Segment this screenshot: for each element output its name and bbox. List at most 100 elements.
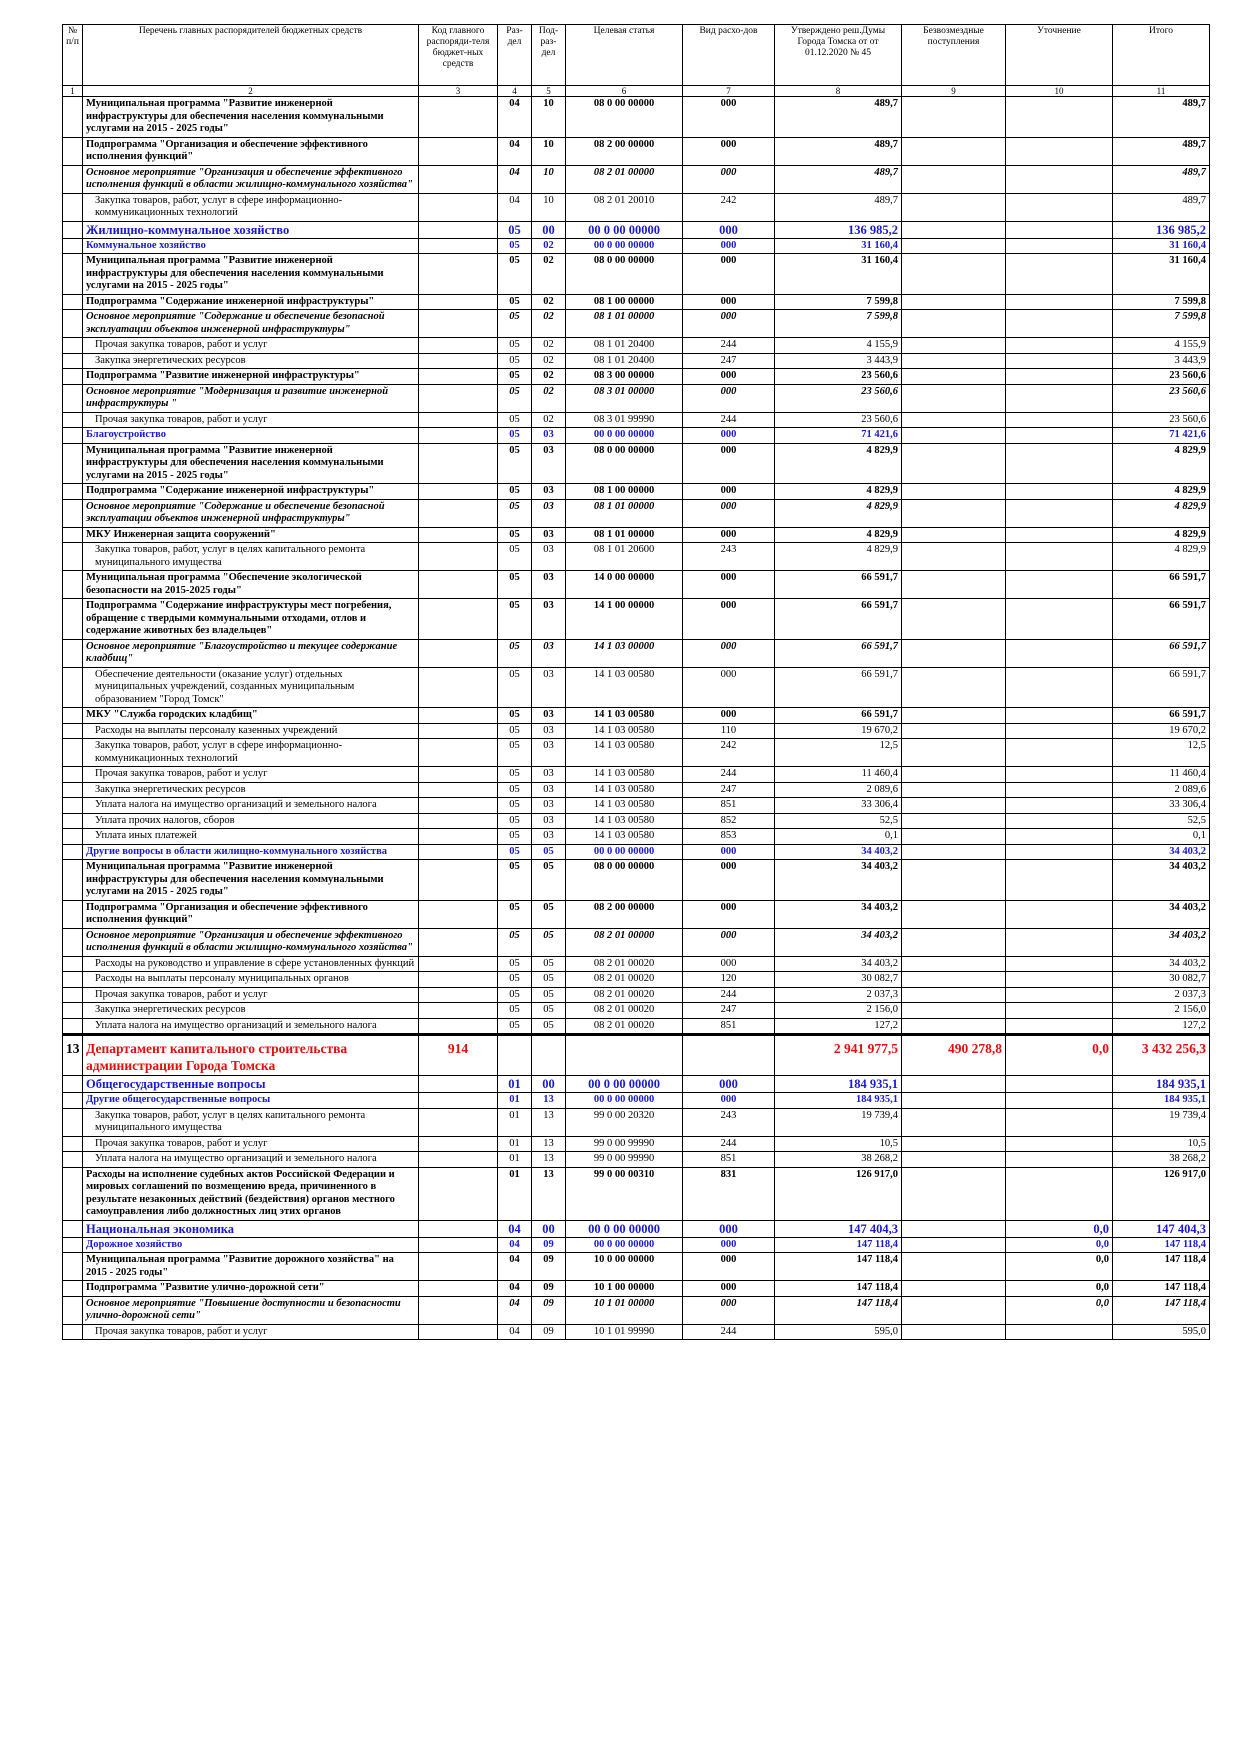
table-row: Подпрограмма "Организация и обеспечение … [62, 899, 1210, 929]
cell [1005, 164, 1113, 194]
cell: 34 403,2 [774, 955, 902, 972]
table-body: Муниципальная программа "Развитие инжене… [62, 96, 1210, 1340]
cell [901, 570, 1006, 599]
cell: 04 [497, 1219, 532, 1238]
cell: 08 1 01 20400 [565, 337, 683, 354]
header-cell: Безвозмездные поступления [901, 24, 1006, 86]
cell [1005, 859, 1113, 901]
cell: 02 [531, 411, 566, 428]
cell [62, 411, 83, 428]
cell [901, 1166, 1006, 1221]
cell: 00 [531, 1219, 566, 1238]
cell [418, 1107, 498, 1137]
cell [901, 368, 1006, 385]
cell [418, 411, 498, 428]
cell [62, 442, 83, 484]
cell: Основное мероприятие "Благоустройство и … [82, 638, 419, 668]
cell: 00 0 00 00000 [565, 1075, 683, 1093]
cell: 03 [531, 570, 566, 599]
cell [62, 309, 83, 338]
cell: Другие общегосударственные вопросы [82, 1092, 419, 1109]
cell: 3 443,9 [1112, 352, 1210, 369]
cell: 000 [682, 598, 775, 640]
cell: 71 421,6 [1112, 427, 1210, 444]
cell: Прочая закупка товаров, работ и услуг [82, 986, 419, 1003]
cell: 04 [497, 96, 532, 138]
cell [901, 638, 1006, 668]
cell: 34 403,2 [774, 927, 902, 957]
cell: 147 118,4 [774, 1280, 902, 1297]
cell [418, 164, 498, 194]
cell [418, 707, 498, 724]
column-number-row: 1 2 3 4 5 6 7 8 9 10 11 [62, 85, 1210, 97]
cell: 05 [497, 812, 532, 829]
cell: 14 1 03 00580 [565, 707, 683, 724]
cell: 23 560,6 [1112, 368, 1210, 385]
cell: 2 941 977,5 [774, 1033, 902, 1076]
cell: 000 [682, 1236, 775, 1253]
table-row: Уплата иных платежей 05 03 14 1 03 00580 853… [62, 828, 1210, 845]
cell: Расходы на выплаты персоналу казенных уч… [82, 722, 419, 739]
cell: 03 [531, 526, 566, 543]
cell [1005, 483, 1113, 500]
cell [901, 192, 1006, 222]
cell: 4 829,9 [774, 442, 902, 484]
cell: 000 [682, 707, 775, 724]
cell: 05 [497, 598, 532, 640]
cell [901, 1295, 1006, 1325]
cell [418, 899, 498, 929]
cell: 23 560,6 [774, 383, 902, 413]
cell [1005, 1151, 1113, 1168]
cell: Уплата прочих налогов, сборов [82, 812, 419, 829]
cell [1005, 766, 1113, 783]
cell [1005, 971, 1113, 988]
cell: Основное мероприятие "Организация и обес… [82, 927, 419, 957]
cell: 10 [531, 136, 566, 166]
cell [418, 96, 498, 138]
table-row: Расходы на руководство и управление в сф… [62, 955, 1210, 972]
cell [62, 1323, 83, 1340]
budget-table: № п/п Перечень главных распорядителей бюд… [62, 24, 1210, 1340]
cell: 184 935,1 [1112, 1092, 1210, 1109]
cell: 851 [682, 797, 775, 814]
cell: 13 [531, 1092, 566, 1109]
cell [901, 971, 1006, 988]
cell [1005, 337, 1113, 354]
table-row: Расходы на выплаты персоналу казенных уч… [62, 722, 1210, 739]
cell: 489,7 [1112, 96, 1210, 138]
cell [418, 526, 498, 543]
cell: 4 829,9 [774, 526, 902, 543]
cell: Муниципальная программа "Развитие инжене… [82, 442, 419, 484]
cell: 03 [531, 638, 566, 668]
table-row: Другие общегосударственные вопросы 01 13 00… [62, 1092, 1210, 1109]
cell [62, 526, 83, 543]
cell: 000 [682, 427, 775, 444]
cell: 02 [531, 253, 566, 295]
cell: 23 560,6 [1112, 411, 1210, 428]
cell [901, 899, 1006, 929]
cell: 08 1 00 00000 [565, 483, 683, 500]
cell: 13 [531, 1151, 566, 1168]
cell [62, 96, 83, 138]
cell: 0,0 [1005, 1252, 1113, 1281]
cell: 04 [497, 1252, 532, 1281]
cell: 01 [497, 1135, 532, 1152]
cell: 08 1 01 00000 [565, 526, 683, 543]
cell: 02 [531, 368, 566, 385]
cell [418, 598, 498, 640]
cell: 31 160,4 [774, 237, 902, 254]
cell: Прочая закупка товаров, работ и услуг [82, 1323, 419, 1340]
cell: 126 917,0 [1112, 1166, 1210, 1221]
cell: 19 739,4 [1112, 1107, 1210, 1137]
cell [418, 722, 498, 739]
cell: 244 [682, 986, 775, 1003]
table-row: Муниципальная программа "Развитие инжене… [62, 859, 1210, 901]
cell: 34 403,2 [1112, 859, 1210, 901]
cell [62, 828, 83, 845]
cell [418, 955, 498, 972]
cell [1005, 927, 1113, 957]
cell [62, 986, 83, 1003]
cell [1005, 96, 1113, 138]
cell [62, 1075, 83, 1093]
cell [901, 136, 1006, 166]
